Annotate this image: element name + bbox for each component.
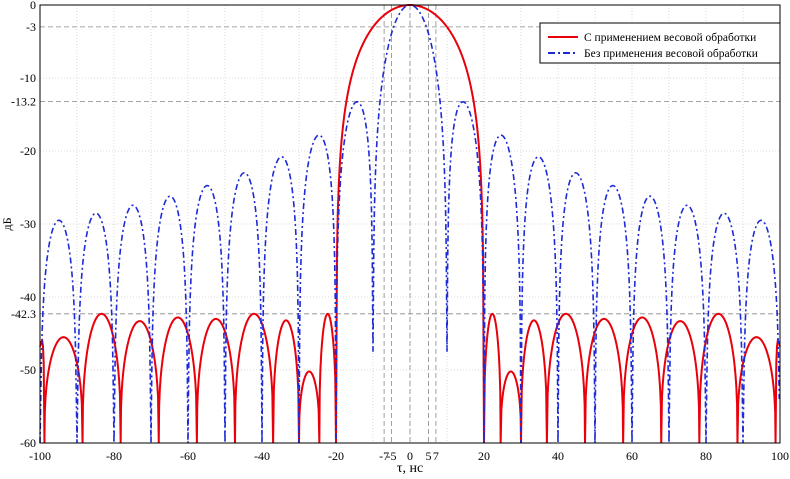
x-tick-label-minor: 5 (426, 449, 432, 463)
x-axis-label: τ, нс (397, 461, 423, 476)
x-tick-label: 20 (478, 449, 490, 463)
legend: С применением весовой обработки Без прим… (539, 22, 781, 64)
x-tick-label-minor: -5 (387, 449, 397, 463)
y-tick-label: -20 (20, 144, 36, 158)
x-tick-label-minor: -7 (379, 449, 389, 463)
y-tick-label: -50 (20, 363, 36, 377)
legend-box (539, 22, 781, 64)
x-tick-label: 40 (552, 449, 564, 463)
y-tick-label: -60 (20, 436, 36, 450)
y-tick-label: -3 (26, 20, 36, 34)
legend-label-weighted: С применением весовой обработки (584, 32, 756, 44)
legend-label-unweighted: Без применения весовой обработки (584, 48, 758, 60)
x-tick-label: -40 (254, 449, 270, 463)
y-tick-labels: 0 -3 -10 -13.2 -20 -30 -40 -42.3 -50 -60 (11, 0, 36, 450)
x-tick-label-minor: 0 (407, 449, 413, 463)
y-tick-label: 0 (30, 0, 36, 12)
x-tick-labels: -100 -80 -60 -40 -20 20 40 60 80 100 -7-5 0 5 7 (29, 449, 789, 463)
y-tick-label: -13.2 (11, 94, 36, 108)
plot-frame (39, 4, 781, 444)
x-tick-label: 80 (700, 449, 712, 463)
y-tick-label: -40 (20, 290, 36, 304)
y-tick-label: -10 (20, 71, 36, 85)
y-tick-label: -30 (20, 217, 36, 231)
x-tick-label: -60 (180, 449, 196, 463)
y-axis-label: дБ (0, 217, 14, 230)
x-tick-label: -100 (29, 449, 51, 463)
x-tick-label: -80 (106, 449, 122, 463)
x-tick-label: 100 (771, 449, 789, 463)
y-tick-label: -42.3 (11, 307, 36, 321)
x-tick-label-minor: 7 (433, 449, 439, 463)
x-tick-label: 60 (626, 449, 638, 463)
x-tick-label: -20 (328, 449, 344, 463)
